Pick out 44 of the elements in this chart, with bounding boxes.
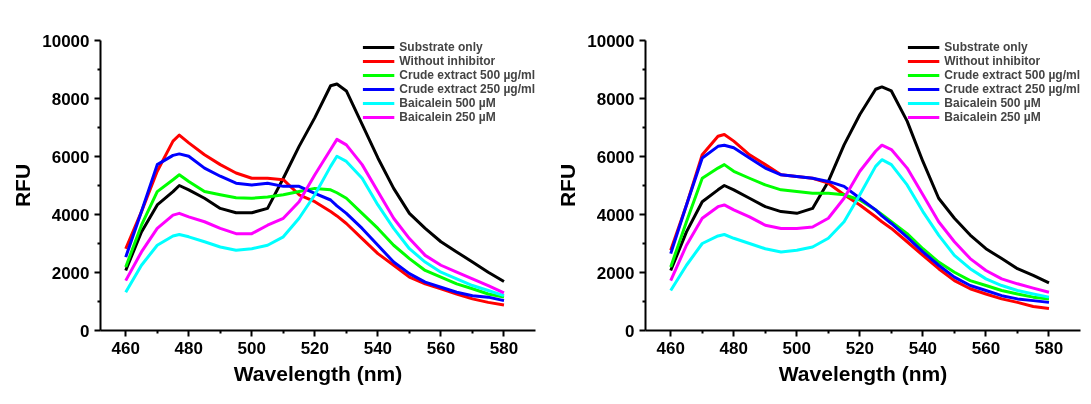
y-tick-label: 8000	[596, 89, 635, 109]
legend-label: Crude extract 250 µg/ml	[399, 82, 535, 96]
x-tick-label: 480	[174, 338, 203, 358]
legend-label: Crude extract 250 µg/ml	[944, 82, 1080, 96]
legend-label: Baicalein 250 µM	[944, 110, 1041, 124]
y-tick-label: 4000	[51, 205, 90, 225]
y-tick-label: 2000	[51, 263, 90, 283]
y-tick-label: 4000	[596, 205, 635, 225]
line-series	[124, 82, 506, 283]
x-tick-label: 540	[908, 338, 938, 358]
legend-label: Crude extract 500 µg/ml	[399, 68, 535, 82]
y-tick-label: 2000	[596, 263, 635, 283]
x-tick-label: 520	[845, 338, 875, 358]
x-tick-label: 500	[782, 338, 811, 358]
x-tick-label: 580	[489, 338, 519, 358]
legend-label: Crude extract 500 µg/ml	[944, 68, 1080, 82]
x-tick-label: 480	[719, 338, 748, 358]
legend-label: Without inhibitor	[399, 54, 496, 68]
x-axis-title: Wavelength (nm)	[778, 361, 948, 385]
y-axis-title: RFU	[11, 163, 35, 208]
x-tick-label: 460	[111, 338, 140, 358]
x-tick-label: 560	[971, 338, 1001, 358]
y-tick-label: 10000	[42, 31, 90, 51]
x-tick-label: 580	[1034, 338, 1064, 358]
legend-label: Substrate only	[399, 40, 483, 54]
x-tick-label: 540	[363, 338, 393, 358]
y-tick-label: 6000	[596, 147, 635, 167]
legend-label: Baicalein 250 µM	[399, 110, 496, 124]
legend-label: Without inhibitor	[944, 54, 1041, 68]
legend-label: Substrate only	[944, 40, 1028, 54]
y-tick-label: 6000	[51, 147, 90, 167]
y-tick-label: 8000	[51, 89, 90, 109]
x-tick-label: 560	[426, 338, 456, 358]
line-series	[669, 85, 1051, 285]
legend-label: Baicalein 500 µM	[944, 96, 1041, 110]
y-axis-title: RFU	[556, 163, 580, 208]
x-tick-label: 500	[237, 338, 266, 358]
y-tick-label: 10000	[587, 31, 635, 51]
x-tick-label: 520	[300, 338, 330, 358]
y-tick-label: 0	[625, 321, 635, 341]
x-tick-label: 460	[656, 338, 685, 358]
legend-label: Baicalein 500 µM	[399, 96, 496, 110]
x-axis-title: Wavelength (nm)	[233, 361, 403, 385]
y-tick-label: 0	[80, 321, 90, 341]
